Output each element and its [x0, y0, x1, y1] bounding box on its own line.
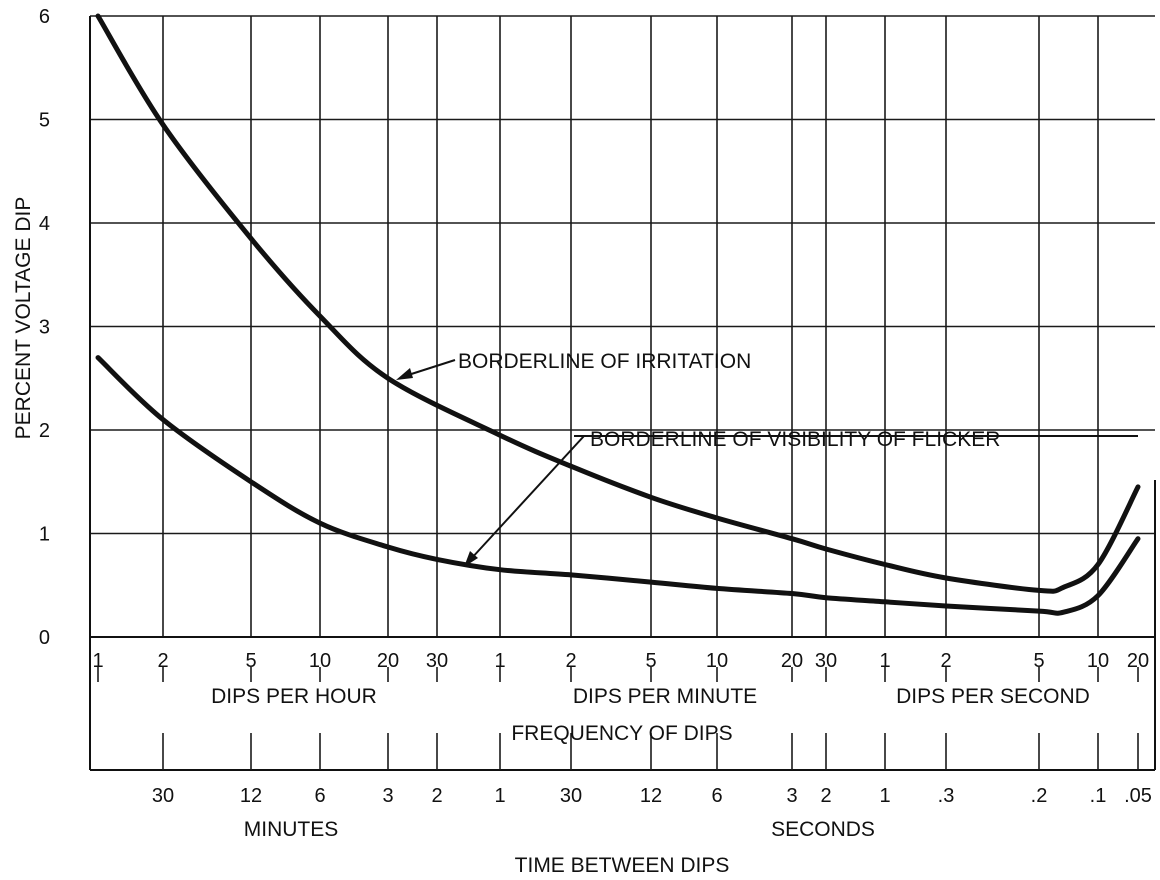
irritation-curve-label: BORDERLINE OF IRRITATION [458, 350, 751, 373]
y-tick-label: 2 [39, 420, 50, 442]
frequency-tick-label: 30 [426, 650, 448, 672]
flicker-visibility-curve [95, 355, 1141, 616]
irritation-arrow-head [396, 368, 413, 380]
time-tick-label: .1 [1090, 785, 1107, 807]
time-tick-label: 3 [382, 785, 393, 807]
y-axis-label: PERCENT VOLTAGE DIP [12, 197, 35, 440]
time-tick-label: 30 [560, 785, 582, 807]
frequency-tick-label: 2 [940, 650, 951, 672]
time-tick-label: 12 [240, 785, 262, 807]
time-tick-label: 1 [879, 785, 890, 807]
frequency-tick-label: 10 [1087, 650, 1109, 672]
frequency-tick-label: 20 [781, 650, 803, 672]
time-tick-label: .2 [1031, 785, 1048, 807]
group-label-dips-per-second: DIPS PER SECOND [896, 685, 1090, 708]
time-tick-label: 6 [314, 785, 325, 807]
grid-lines [90, 15, 1155, 637]
frequency-tick-label: 20 [1127, 650, 1149, 672]
time-tick-label: 2 [431, 785, 442, 807]
frequency-tick-label: 30 [815, 650, 837, 672]
time-tick-label: 3 [786, 785, 797, 807]
group-label-minutes: MINUTES [244, 818, 339, 841]
irritation-curve [95, 13, 1141, 594]
flicker-arrow-line [469, 435, 585, 561]
y-tick-label: 6 [39, 6, 50, 28]
group-label-dips-per-hour: DIPS PER HOUR [211, 685, 377, 708]
frequency-tick-label: 10 [309, 650, 331, 672]
time-tick-label: 1 [494, 785, 505, 807]
frequency-tick-label: 2 [157, 650, 168, 672]
frequency-axis-title: FREQUENCY OF DIPS [511, 722, 732, 745]
time-tick-label: .05 [1124, 785, 1152, 807]
time-tick-label: 6 [711, 785, 722, 807]
y-tick-label: 0 [39, 627, 50, 649]
flicker-curve-label: BORDERLINE OF VISIBILITY OF FLICKER [590, 428, 1000, 451]
frequency-tick-label: 1 [92, 650, 103, 672]
frequency-tick-label: 5 [1033, 650, 1044, 672]
time-tick-label: 12 [640, 785, 662, 807]
time-axis-title: TIME BETWEEN DIPS [515, 854, 730, 877]
frequency-tick-label: 5 [245, 650, 256, 672]
y-tick-label: 5 [39, 110, 50, 132]
group-label-seconds: SECONDS [771, 818, 875, 841]
time-tick-label: .3 [938, 785, 955, 807]
y-tick-label: 1 [39, 524, 50, 546]
group-label-dips-per-minute: DIPS PER MINUTE [573, 685, 757, 708]
curve-annotations: BORDERLINE OF IRRITATION BORDERLINE OF VI… [396, 350, 1138, 567]
frequency-tick-label: 1 [879, 650, 890, 672]
flicker-arrow-head [464, 551, 478, 567]
frequency-tick-label: 2 [565, 650, 576, 672]
time-tick-label: 30 [152, 785, 174, 807]
frequency-tick-label: 10 [706, 650, 728, 672]
frequency-tick-label: 20 [377, 650, 399, 672]
time-tick-label: 2 [820, 785, 831, 807]
frequency-tick-label: 5 [645, 650, 656, 672]
y-tick-label: 3 [39, 317, 50, 339]
data-curves [95, 13, 1141, 616]
y-tick-label: 4 [39, 213, 50, 235]
plot-frame [89, 16, 1156, 771]
frequency-tick-label: 1 [494, 650, 505, 672]
